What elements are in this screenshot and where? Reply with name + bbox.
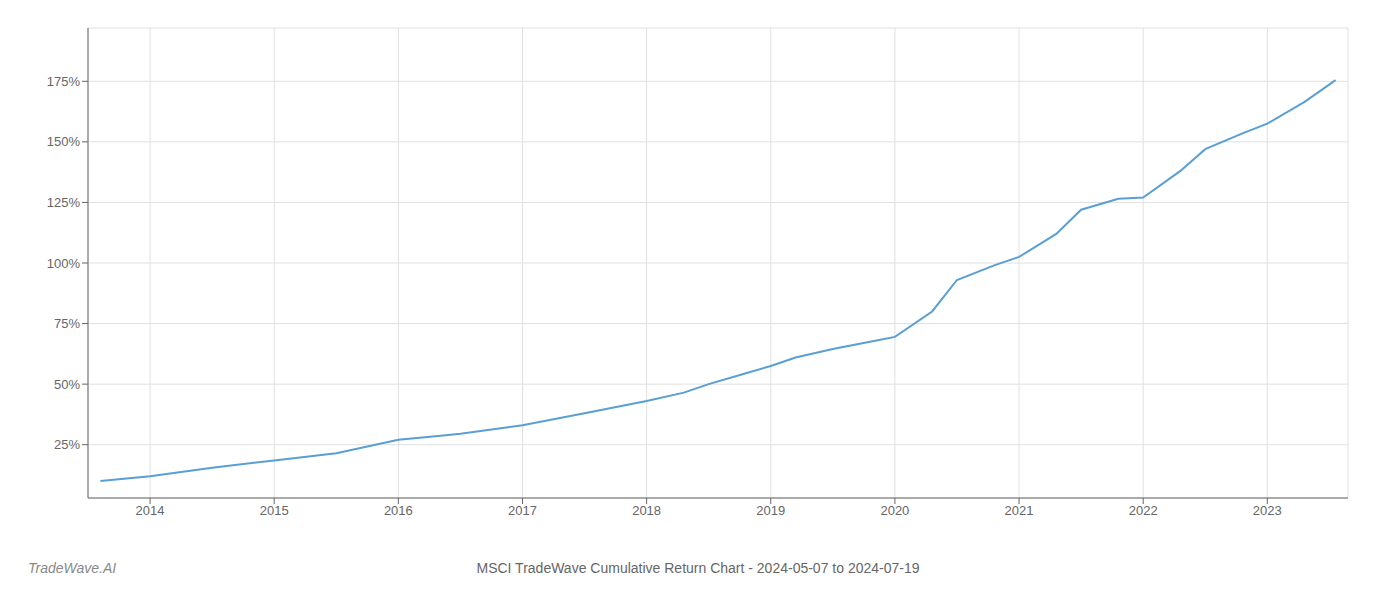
svg-text:2018: 2018: [632, 503, 661, 518]
svg-text:25%: 25%: [54, 437, 80, 452]
svg-text:75%: 75%: [54, 316, 80, 331]
svg-text:2014: 2014: [136, 503, 165, 518]
svg-text:100%: 100%: [47, 256, 81, 271]
svg-text:2019: 2019: [756, 503, 785, 518]
svg-text:2021: 2021: [1005, 503, 1034, 518]
svg-text:150%: 150%: [47, 134, 81, 149]
svg-text:2020: 2020: [880, 503, 909, 518]
svg-text:50%: 50%: [54, 377, 80, 392]
svg-text:125%: 125%: [47, 195, 81, 210]
svg-text:175%: 175%: [47, 74, 81, 89]
html-text:MSCI TradeWave Cumulative Retu: MSCI TradeWave Cumulative Return Chart -…: [476, 560, 920, 576]
html-text:TradeWave.AI: TradeWave.AI: [28, 560, 117, 576]
svg-text:2016: 2016: [384, 503, 413, 518]
svg-text:2017: 2017: [508, 503, 537, 518]
svg-text:2023: 2023: [1253, 503, 1282, 518]
svg-text:2022: 2022: [1129, 503, 1158, 518]
svg-text:2015: 2015: [260, 503, 289, 518]
